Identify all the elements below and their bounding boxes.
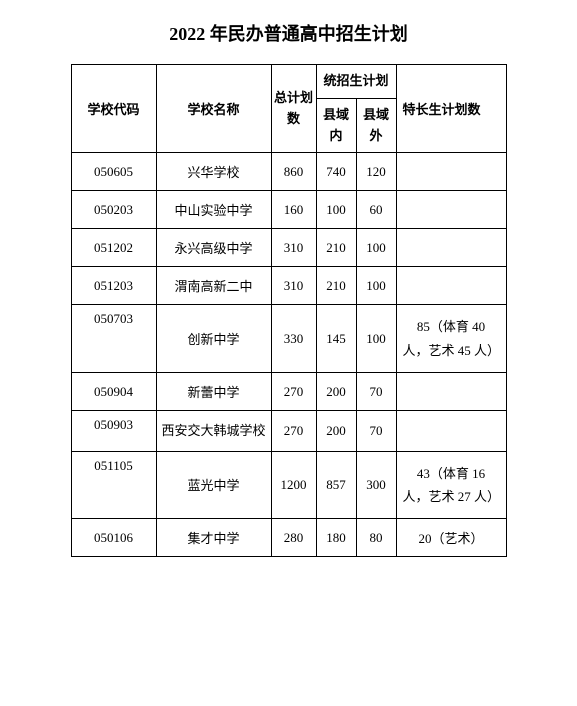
cell-total: 160	[271, 191, 316, 229]
cell-total: 270	[271, 373, 316, 411]
cell-special	[396, 411, 506, 451]
cell-in: 210	[316, 267, 356, 305]
cell-total: 330	[271, 305, 316, 373]
cell-out: 70	[356, 411, 396, 451]
table-row: 050903 西安交大韩城学校 270 200 70	[71, 411, 506, 451]
cell-name: 渭南高新二中	[156, 267, 271, 305]
cell-out: 120	[356, 153, 396, 191]
cell-special	[396, 153, 506, 191]
cell-in: 857	[316, 451, 356, 519]
cell-total: 310	[271, 229, 316, 267]
cell-special: 20（艺术）	[396, 519, 506, 557]
table-row: 051105 蓝光中学 1200 857 300 43（体育 16 人，艺术 2…	[71, 451, 506, 519]
cell-code: 050203	[71, 191, 156, 229]
cell-name: 中山实验中学	[156, 191, 271, 229]
cell-special	[396, 373, 506, 411]
cell-name: 新蕾中学	[156, 373, 271, 411]
cell-code: 050904	[71, 373, 156, 411]
cell-out: 70	[356, 373, 396, 411]
cell-in: 100	[316, 191, 356, 229]
cell-special	[396, 229, 506, 267]
cell-code: 051203	[71, 267, 156, 305]
header-special: 特长生计划数	[396, 65, 506, 153]
table-body: 050605 兴华学校 860 740 120 050203 中山实验中学 16…	[71, 153, 506, 557]
cell-in: 740	[316, 153, 356, 191]
cell-in: 210	[316, 229, 356, 267]
header-unified: 统招生计划	[316, 65, 396, 99]
cell-total: 310	[271, 267, 316, 305]
table-row: 050106 集才中学 280 180 80 20（艺术）	[71, 519, 506, 557]
cell-special: 85（体育 40 人，艺术 45 人）	[396, 305, 506, 373]
cell-in: 180	[316, 519, 356, 557]
cell-special: 43（体育 16 人，艺术 27 人）	[396, 451, 506, 519]
cell-name: 永兴高级中学	[156, 229, 271, 267]
table-row: 050904 新蕾中学 270 200 70	[71, 373, 506, 411]
cell-name: 创新中学	[156, 305, 271, 373]
table-row: 051202 永兴高级中学 310 210 100	[71, 229, 506, 267]
cell-name: 蓝光中学	[156, 451, 271, 519]
header-outside: 县域外	[356, 98, 396, 153]
cell-total: 860	[271, 153, 316, 191]
header-total: 总计划数	[271, 65, 316, 153]
cell-out: 100	[356, 267, 396, 305]
cell-out: 300	[356, 451, 396, 519]
cell-total: 280	[271, 519, 316, 557]
cell-special	[396, 191, 506, 229]
cell-out: 100	[356, 229, 396, 267]
cell-code: 050703	[71, 305, 156, 373]
cell-in: 145	[316, 305, 356, 373]
cell-special	[396, 267, 506, 305]
cell-in: 200	[316, 373, 356, 411]
cell-in: 200	[316, 411, 356, 451]
cell-name: 集才中学	[156, 519, 271, 557]
table-row: 050703 创新中学 330 145 100 85（体育 40 人，艺术 45…	[71, 305, 506, 373]
cell-code: 050106	[71, 519, 156, 557]
cell-code: 050605	[71, 153, 156, 191]
header-name: 学校名称	[156, 65, 271, 153]
table-row: 050605 兴华学校 860 740 120	[71, 153, 506, 191]
cell-code: 051105	[71, 451, 156, 519]
cell-code: 051202	[71, 229, 156, 267]
cell-name: 兴华学校	[156, 153, 271, 191]
header-code: 学校代码	[71, 65, 156, 153]
cell-name: 西安交大韩城学校	[156, 411, 271, 451]
cell-total: 270	[271, 411, 316, 451]
cell-out: 100	[356, 305, 396, 373]
cell-out: 80	[356, 519, 396, 557]
cell-total: 1200	[271, 451, 316, 519]
cell-out: 60	[356, 191, 396, 229]
header-inside: 县域内	[316, 98, 356, 153]
table-row: 050203 中山实验中学 160 100 60	[71, 191, 506, 229]
table-row: 051203 渭南高新二中 310 210 100	[71, 267, 506, 305]
enrollment-table: 学校代码 学校名称 总计划数 统招生计划 特长生计划数 县域内 县域外 0506…	[71, 64, 507, 557]
page-title: 2022 年民办普通高中招生计划	[20, 20, 557, 46]
cell-code: 050903	[71, 411, 156, 451]
